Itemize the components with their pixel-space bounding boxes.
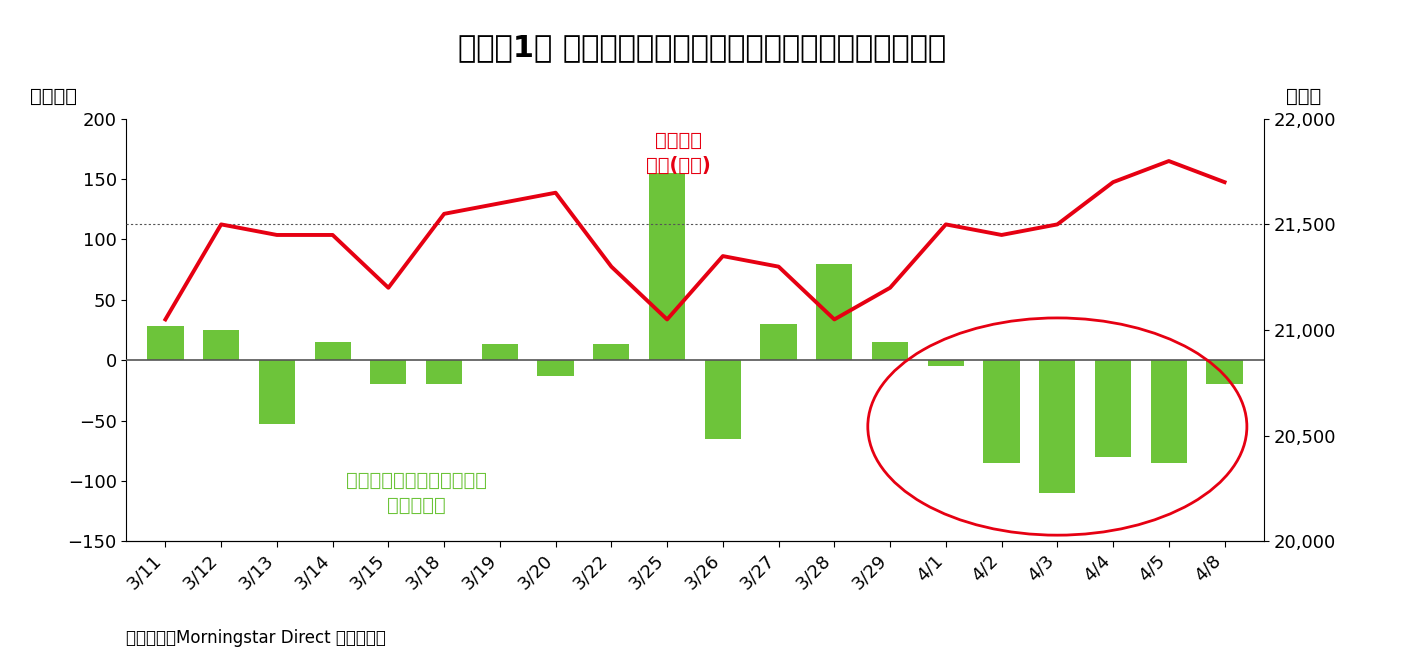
Bar xyxy=(816,263,852,360)
Bar xyxy=(983,360,1019,463)
Bar xyxy=(204,330,239,360)
Bar xyxy=(705,360,741,439)
Bar xyxy=(761,324,796,360)
Bar xyxy=(371,360,407,384)
Text: （円）: （円） xyxy=(1286,87,1321,106)
Bar xyxy=(594,345,629,360)
Text: インデックス・ファンドの
資金流出入: インデックス・ファンドの 資金流出入 xyxy=(345,471,487,515)
Bar xyxy=(649,173,685,360)
Text: （億円）: （億円） xyxy=(29,87,77,106)
Bar xyxy=(538,360,574,376)
Text: 日経平均
株価(右軸): 日経平均 株価(右軸) xyxy=(646,131,710,175)
Bar xyxy=(1039,360,1075,493)
Bar xyxy=(314,342,351,360)
Bar xyxy=(872,342,908,360)
Text: （資料）　Morningstar Direct より作成。: （資料） Morningstar Direct より作成。 xyxy=(126,629,386,647)
Bar xyxy=(1095,360,1132,457)
Bar xyxy=(482,345,518,360)
Bar xyxy=(1151,360,1186,463)
Text: 【図表1】 インデックス・ファンドの日次推計資金流出入: 【図表1】 インデックス・ファンドの日次推計資金流出入 xyxy=(458,33,946,62)
Bar xyxy=(258,360,295,424)
Bar xyxy=(147,327,184,360)
Bar xyxy=(1206,360,1243,384)
Bar xyxy=(425,360,462,384)
Bar xyxy=(928,360,965,366)
